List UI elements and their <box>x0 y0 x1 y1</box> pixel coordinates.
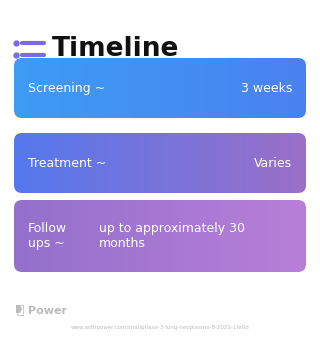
Text: Varies: Varies <box>254 156 292 169</box>
Text: 🔋: 🔋 <box>16 305 23 318</box>
Text: www.withpower.com/trial/phase-3-lung-neoplasms-8-2021-1fe0d: www.withpower.com/trial/phase-3-lung-neo… <box>71 324 249 330</box>
Text: Follow
ups ~: Follow ups ~ <box>28 222 67 250</box>
Text: up to approximately 30
months: up to approximately 30 months <box>99 222 245 250</box>
Text: Screening ~: Screening ~ <box>28 82 105 94</box>
Polygon shape <box>16 305 22 313</box>
Text: Power: Power <box>28 306 67 316</box>
Text: Timeline: Timeline <box>52 36 180 62</box>
Text: Treatment ~: Treatment ~ <box>28 156 106 169</box>
Text: 3 weeks: 3 weeks <box>241 82 292 94</box>
